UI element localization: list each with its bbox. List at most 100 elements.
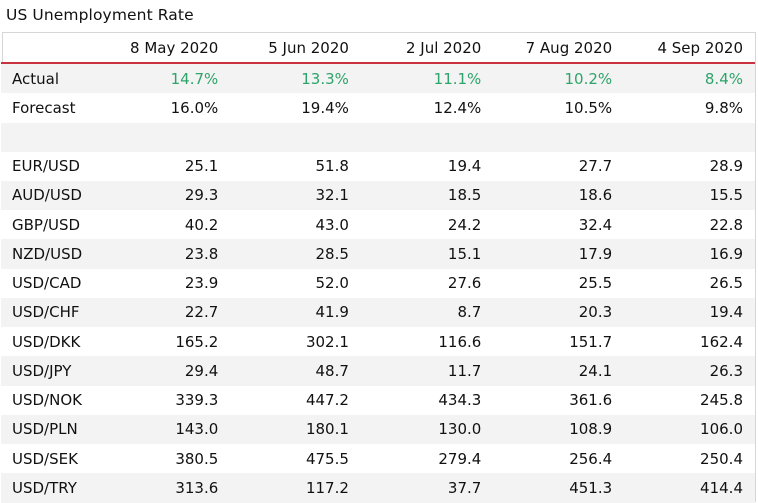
table-cell: 10.5% (564, 98, 613, 117)
table-cell: 20.3 (578, 303, 613, 322)
table-cell: 130.0 (438, 420, 482, 439)
table-row: USD/SEK 380.5 475.5 279.4 256.4 250.4 (1, 444, 755, 474)
table-cell: 52.0 (315, 274, 349, 293)
row-label: USD/DKK (12, 332, 81, 351)
table-cell: 51.8 (315, 157, 349, 176)
table-cell: 23.9 (184, 274, 219, 293)
row-label: GBP/USD (12, 215, 81, 234)
table-cell: 117.2 (305, 478, 349, 497)
table-cell: 16.9 (709, 244, 743, 263)
table-cell: 451.3 (569, 478, 613, 497)
column-header: 2 Jul 2020 (405, 38, 482, 57)
table-row: USD/CAD 23.9 52.0 27.6 25.5 26.5 (1, 268, 755, 298)
table-row: USD/PLN 143.0 180.1 130.0 108.9 106.0 (1, 414, 755, 444)
table-cell: 165.2 (175, 332, 219, 351)
row-label: USD/SEK (12, 449, 78, 468)
table-cell: 37.7 (447, 478, 482, 497)
table-cell: 162.4 (700, 332, 743, 351)
row-label: Forecast (12, 98, 76, 117)
table-cell: 250.4 (700, 449, 743, 468)
table-cell: 10.2% (564, 69, 613, 88)
table-cell: 25.5 (578, 274, 613, 293)
table-cell: 22.8 (709, 215, 743, 234)
table-cell (624, 123, 755, 152)
table-frame (2, 32, 756, 502)
table-cell: 8.7 (457, 303, 482, 322)
table-cell: 32.1 (315, 186, 349, 205)
table-cell: 29.4 (184, 361, 219, 380)
table-cell: 25.1 (184, 157, 219, 176)
table-row: USD/CHF 22.7 41.9 8.7 20.3 19.4 (1, 297, 755, 327)
table-cell: 29.3 (184, 186, 219, 205)
column-header: 7 Aug 2020 (525, 38, 613, 57)
table-cell: 256.4 (569, 449, 613, 468)
table-cell: 143.0 (175, 420, 219, 439)
table-row: Forecast 16.0% 19.4% 12.4% 10.5% 9.8% (1, 93, 755, 123)
row-label: Actual (12, 69, 59, 88)
table-cell (493, 123, 624, 152)
table-cell: 279.4 (438, 449, 482, 468)
table-row: USD/JPY 29.4 48.7 11.7 24.1 26.3 (1, 356, 755, 386)
table-cell: 27.6 (447, 274, 482, 293)
corner-cell (1, 33, 101, 63)
table-cell: 48.7 (315, 361, 349, 380)
table-cell: 380.5 (175, 449, 219, 468)
table-cell: 43.0 (315, 215, 349, 234)
table-cell: 414.4 (700, 478, 743, 497)
table-cell: 108.9 (569, 420, 613, 439)
table-row: USD/TRY 313.6 117.2 37.7 451.3 414.4 (1, 473, 755, 503)
row-label (1, 123, 101, 152)
table-row: EUR/USD 25.1 51.8 19.4 27.7 28.9 (1, 151, 755, 181)
table-cell: 19.4 (709, 303, 743, 322)
table-cell: 28.9 (709, 157, 743, 176)
table-cell: 17.9 (578, 244, 613, 263)
table-cell: 26.3 (709, 361, 743, 380)
table-cell: 14.7% (170, 69, 219, 88)
table-cell (361, 123, 493, 152)
table-cell: 361.6 (569, 391, 613, 410)
table-cell: 116.6 (438, 332, 482, 351)
table-row: GBP/USD 40.2 43.0 24.2 32.4 22.8 (1, 210, 755, 240)
unemployment-fx-table: 8 May 2020 5 Jun 2020 2 Jul 2020 7 Aug 2… (1, 33, 755, 503)
row-label: USD/NOK (12, 391, 82, 410)
table-cell: 18.6 (578, 186, 613, 205)
table-cell: 27.7 (578, 157, 613, 176)
table-cell: 11.1% (433, 69, 482, 88)
table-cell: 245.8 (700, 391, 743, 410)
table-cell: 40.2 (184, 215, 219, 234)
column-header: 5 Jun 2020 (268, 38, 349, 57)
table-cell: 28.5 (315, 244, 349, 263)
row-label: USD/CAD (12, 274, 82, 293)
table-cell: 23.8 (184, 244, 219, 263)
row-label: NZD/USD (12, 244, 83, 263)
table-row: USD/DKK 165.2 302.1 116.6 151.7 162.4 (1, 327, 755, 357)
table-cell: 15.1 (447, 244, 482, 263)
table-cell: 106.0 (700, 420, 743, 439)
table-cell: 15.5 (709, 186, 743, 205)
table-cell: 22.7 (184, 303, 219, 322)
row-label: USD/PLN (12, 420, 78, 439)
table-cell: 475.5 (305, 449, 349, 468)
table-cell: 41.9 (315, 303, 349, 322)
table-cell: 26.5 (709, 274, 743, 293)
table-cell: 11.7 (447, 361, 482, 380)
table-cell: 19.4 (447, 157, 482, 176)
row-label: USD/JPY (12, 361, 72, 380)
spacer-row (1, 122, 755, 152)
table-row: Actual 14.7% 13.3% 11.1% 10.2% 8.4% (1, 63, 755, 94)
table-cell: 13.3% (301, 69, 349, 88)
row-label: EUR/USD (12, 157, 80, 176)
table-cell: 302.1 (305, 332, 349, 351)
row-label: AUD/USD (12, 186, 82, 205)
column-header: 8 May 2020 (130, 38, 219, 57)
table-cell: 12.4% (433, 98, 482, 117)
table-cell: 434.3 (438, 391, 482, 410)
table-title: US Unemployment Rate (6, 6, 194, 24)
table-body: Actual 14.7% 13.3% 11.1% 10.2% 8.4% Forecast 16… (1, 63, 755, 503)
table-cell: 24.1 (578, 361, 613, 380)
table-cell: 313.6 (175, 478, 219, 497)
table-cell: 339.3 (175, 391, 219, 410)
table-cell: 9.8% (704, 98, 743, 117)
column-header: 4 Sep 2020 (657, 38, 743, 57)
row-label: USD/CHF (12, 303, 80, 322)
